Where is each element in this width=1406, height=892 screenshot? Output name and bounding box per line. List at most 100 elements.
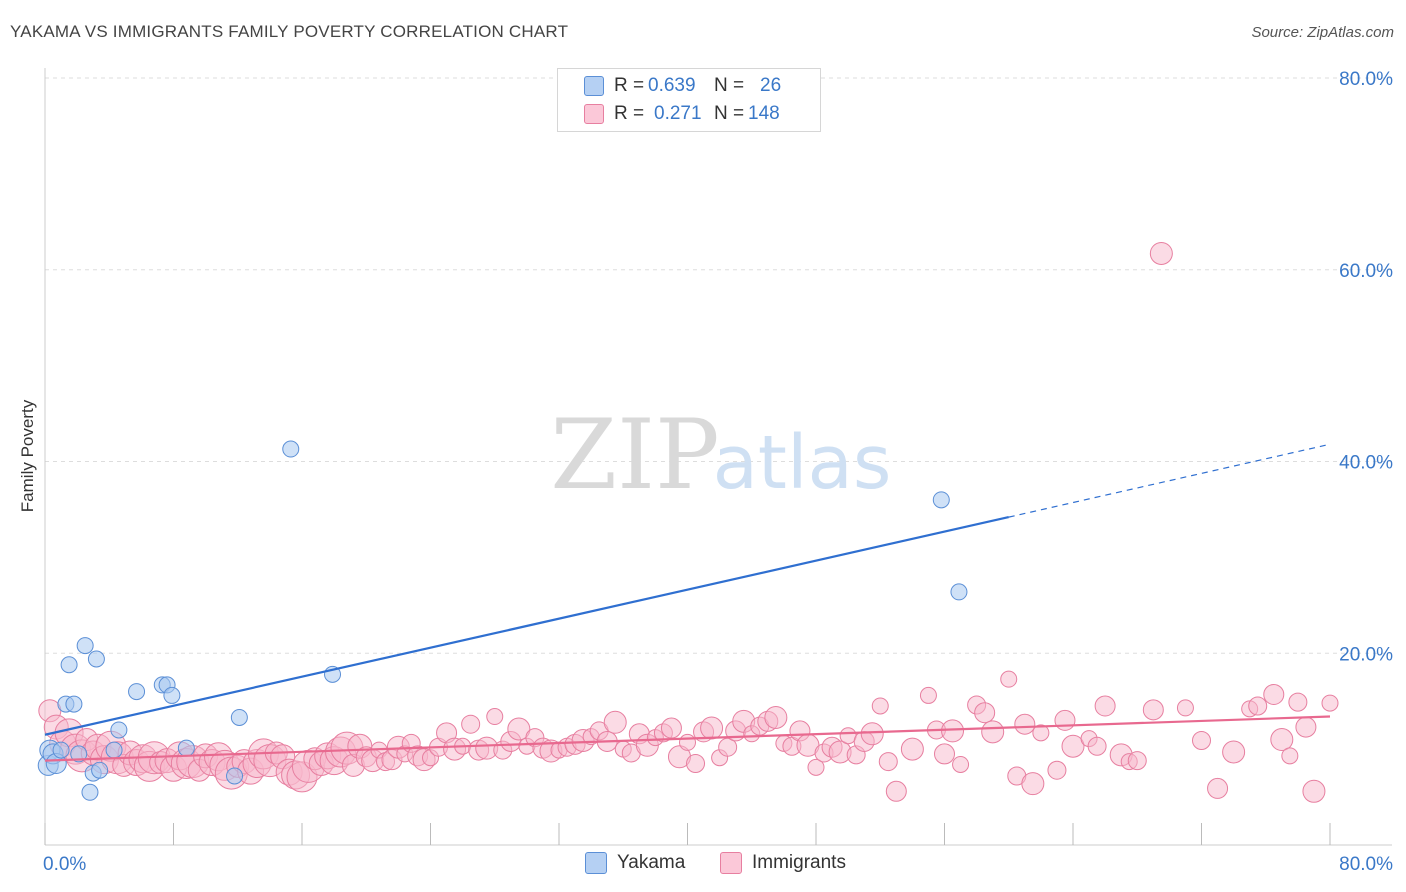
data-point-yakama [87, 650, 105, 668]
data-point-yakama [128, 683, 146, 701]
data-point-yakama [91, 761, 109, 779]
legend-item-yakama[interactable]: Yakama [585, 852, 685, 874]
legend-label-yakama: Yakama [617, 852, 686, 873]
grid-lines [45, 77, 1392, 654]
watermark: ZIP atlas [550, 399, 891, 511]
data-point-immigrants [885, 780, 907, 802]
data-point-immigrants [1127, 751, 1147, 771]
data-point-immigrants [1248, 696, 1268, 716]
legend-n-label: N = [714, 103, 745, 124]
data-point-yakama [105, 741, 123, 759]
data-point-immigrants [974, 702, 996, 724]
y-tick-label: 80.0% [1339, 69, 1393, 90]
data-point-immigrants [871, 697, 889, 715]
data-point-yakama [65, 695, 83, 713]
data-point-immigrants [1263, 683, 1285, 705]
y-tick-label: 60.0% [1339, 261, 1393, 282]
data-point-yakama [932, 491, 950, 509]
data-point-immigrants [934, 743, 955, 765]
data-point-yakama [282, 440, 300, 458]
data-point-immigrants [764, 705, 788, 729]
trend-line-yakama-extension [1008, 443, 1331, 518]
data-point-immigrants [1192, 730, 1211, 750]
data-point-immigrants [1288, 692, 1308, 712]
legend-swatch-yakama [584, 76, 604, 96]
legend-r-label: R = [614, 75, 645, 96]
data-point-yakama [950, 583, 968, 601]
data-point-immigrants [603, 710, 627, 734]
data-point-yakama [226, 767, 244, 785]
data-point-immigrants [1176, 699, 1194, 717]
axes [44, 68, 1392, 846]
y-tick-label: 40.0% [1339, 453, 1393, 474]
data-point-yakama [60, 656, 78, 674]
data-point-immigrants [1021, 772, 1045, 796]
legend-r-label: R = [614, 103, 645, 124]
trend-lines [44, 443, 1331, 762]
data-point-immigrants [981, 720, 1005, 744]
data-point-immigrants [1094, 695, 1116, 717]
legend-r-value: 0.271 [654, 103, 702, 124]
legend-n-label: N = [714, 75, 745, 96]
watermark-zip: ZIP [550, 399, 719, 511]
data-point-yakama [76, 637, 94, 655]
data-point-immigrants [952, 755, 970, 773]
data-point-immigrants [1142, 699, 1164, 721]
data-point-immigrants [1270, 728, 1294, 752]
y-tick-label: 20.0% [1339, 644, 1393, 665]
data-point-yakama [177, 739, 195, 757]
data-point-immigrants [686, 754, 706, 774]
data-point-immigrants [1061, 734, 1085, 758]
chart-title: YAKAMA VS IMMIGRANTS FAMILY POVERTY CORR… [10, 22, 569, 41]
series-yakama [37, 440, 968, 801]
data-point-yakama [70, 745, 88, 763]
data-point-immigrants [941, 719, 965, 743]
data-point-immigrants [1032, 724, 1050, 742]
data-point-immigrants [1054, 709, 1076, 731]
data-point-immigrants [1295, 716, 1317, 738]
data-point-yakama [81, 783, 99, 801]
series-legend: Yakama Immigrants [0, 852, 1406, 878]
data-point-immigrants [1047, 760, 1067, 780]
data-point-immigrants [1281, 747, 1299, 765]
data-point-immigrants [1302, 779, 1326, 803]
data-point-immigrants [1149, 241, 1173, 265]
data-point-immigrants [700, 716, 724, 740]
data-point-immigrants [919, 686, 937, 704]
data-point-immigrants [486, 708, 504, 726]
legend-r-value: 0.639 [648, 75, 696, 96]
legend-n-value: 26 [760, 75, 782, 96]
legend-swatch-yakama [585, 852, 607, 874]
data-point-immigrants [1222, 740, 1246, 764]
data-point-immigrants [807, 758, 825, 776]
data-point-immigrants [878, 752, 898, 772]
data-point-yakama [52, 741, 70, 759]
x-tick-label: 80.0% [1339, 854, 1393, 875]
legend-n-value: 148 [748, 103, 780, 124]
data-point-yakama [110, 721, 128, 739]
data-point-immigrants [900, 737, 924, 761]
data-point-immigrants [660, 717, 682, 739]
legend-swatch-immigrants [584, 104, 604, 124]
x-tick-label: 0.0% [43, 854, 86, 875]
series-immigrants [38, 241, 1339, 803]
source-label: Source: ZipAtlas.com [1251, 24, 1394, 41]
legend-item-immigrants[interactable]: Immigrants [720, 852, 846, 874]
legend-row-immigrants: R = 0.271 N = 148 [584, 101, 780, 127]
data-point-immigrants [1207, 777, 1229, 799]
legend-row-yakama: R = 0.639 N = 26 [584, 73, 781, 99]
data-point-immigrants [679, 733, 696, 751]
data-point-immigrants [1087, 736, 1107, 756]
watermark-atlas: atlas [713, 420, 892, 506]
legend-swatch-immigrants [720, 852, 742, 874]
trend-line-immigrants [44, 715, 1331, 762]
legend-label-immigrants: Immigrants [752, 852, 846, 873]
data-point-immigrants [461, 714, 481, 734]
data-point-immigrants [1014, 713, 1036, 735]
correlation-legend: R = 0.639 N = 26 R = 0.271 N = 148 [557, 68, 821, 132]
data-point-immigrants [1000, 670, 1018, 688]
data-point-yakama [230, 708, 248, 726]
data-point-immigrants [860, 722, 884, 746]
data-point-immigrants [1321, 694, 1339, 712]
